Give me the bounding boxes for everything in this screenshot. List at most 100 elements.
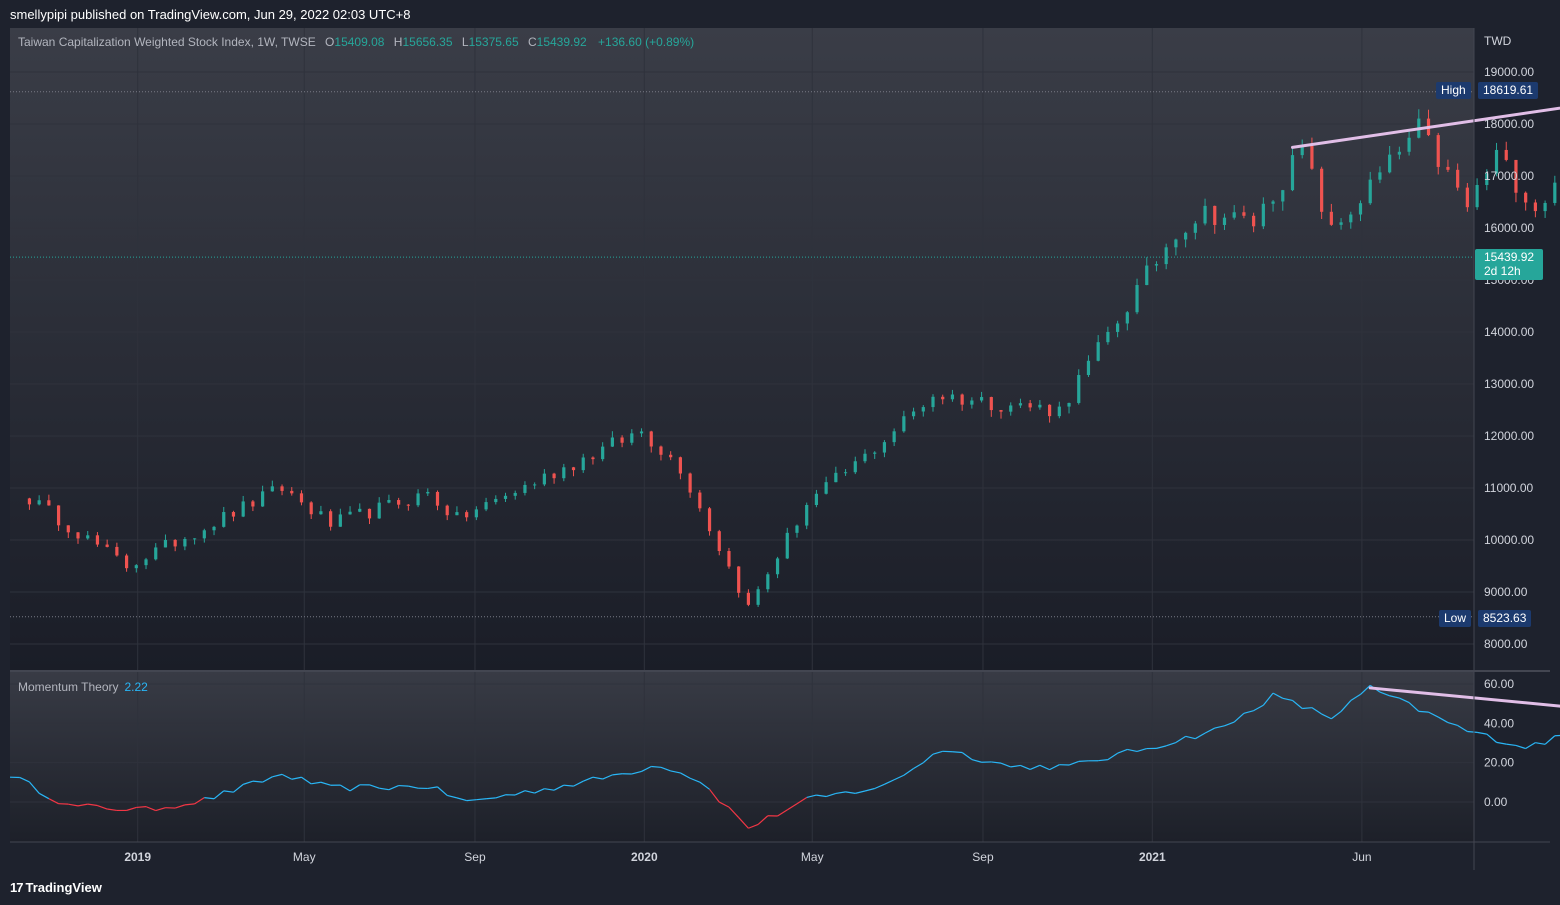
symbol-legend[interactable]: Taiwan Capitalization Weighted Stock Ind…	[18, 35, 694, 49]
momentum-line-segment	[1000, 762, 1011, 768]
momentum-line-segment	[631, 770, 642, 775]
candle	[1009, 402, 1013, 416]
candle	[581, 453, 585, 473]
candle	[1271, 199, 1275, 212]
indicator-legend[interactable]: Momentum Theory 2.22	[18, 680, 148, 694]
candle	[241, 495, 245, 518]
candle	[1096, 335, 1100, 362]
momentum-line-segment	[456, 797, 467, 802]
price-tick-label: 19000.00	[1484, 65, 1534, 79]
candle	[853, 456, 857, 475]
momentum-line-segment	[534, 788, 545, 794]
momentum-line-segment	[194, 797, 205, 805]
momentum-line-segment	[233, 783, 244, 793]
momentum-line-segment	[1302, 707, 1312, 710]
candle	[1116, 320, 1120, 338]
candle	[144, 557, 148, 570]
candle	[843, 468, 848, 476]
indicator-trendline[interactable]	[1368, 686, 1560, 739]
candle	[193, 538, 197, 545]
candle	[1329, 203, 1333, 226]
candle	[1368, 171, 1372, 205]
momentum-line-segment	[1098, 759, 1108, 762]
close-value: 15439.92	[536, 35, 587, 49]
candle	[571, 466, 576, 477]
momentum-line-segment	[223, 790, 234, 793]
candle	[766, 572, 770, 593]
momentum-line-segment	[1486, 733, 1497, 743]
candle	[639, 428, 644, 438]
momentum-line-segment	[1272, 692, 1284, 699]
momentum-line-segment	[136, 806, 147, 809]
candle	[1300, 139, 1304, 159]
candle	[1456, 163, 1460, 191]
candle	[1290, 146, 1295, 192]
high-tag-value: 18619.61	[1478, 82, 1539, 99]
time-tick-label: 2020	[631, 850, 658, 864]
candle	[620, 435, 624, 448]
candle	[76, 532, 80, 544]
momentum-line-segment	[379, 787, 390, 791]
candle	[863, 449, 867, 464]
candle	[1038, 400, 1042, 410]
candle	[1164, 243, 1168, 270]
momentum-line-segment	[893, 774, 905, 781]
momentum-line-segment	[1535, 742, 1546, 745]
candle	[1358, 200, 1363, 222]
momentum-line-segment	[1311, 707, 1322, 715]
time-axis-background	[10, 842, 1474, 870]
momentum-line-segment	[447, 794, 458, 799]
momentum-line-segment	[262, 776, 273, 783]
momentum-line-segment	[126, 806, 137, 812]
momentum-line-segment	[1360, 684, 1371, 695]
high-label: H	[393, 35, 403, 49]
momentum-line-segment	[709, 788, 720, 803]
momentum-line-segment	[602, 774, 613, 780]
candle	[1494, 142, 1499, 177]
indicator-pane-background	[10, 672, 1474, 842]
momentum-line-segment	[1127, 748, 1138, 753]
candle	[999, 409, 1003, 419]
low-label: L	[461, 35, 469, 49]
tradingview-brand[interactable]: 17 TradingView	[10, 880, 102, 895]
indicator-tick-label: 60.00	[1484, 677, 1514, 691]
momentum-line-segment	[349, 784, 361, 792]
momentum-line-segment	[1049, 764, 1060, 771]
momentum-line-segment	[1214, 725, 1225, 729]
momentum-line-segment	[369, 784, 380, 789]
candle	[329, 509, 333, 531]
candle	[1193, 220, 1197, 240]
momentum-line-segment	[1233, 712, 1245, 723]
price-trendline[interactable]	[1290, 75, 1560, 149]
candle	[1154, 261, 1159, 272]
candle	[56, 505, 61, 531]
candle	[86, 530, 90, 540]
momentum-line-segment	[612, 773, 623, 776]
candle	[367, 508, 372, 525]
time-tick-label: Sep	[972, 850, 994, 864]
momentum-line-segment	[213, 790, 225, 800]
momentum-line-segment	[1418, 710, 1429, 713]
candle	[465, 510, 469, 522]
momentum-line-segment	[1428, 711, 1439, 718]
candle	[1436, 132, 1440, 175]
momentum-line-segment	[777, 809, 788, 817]
candle	[1213, 205, 1217, 234]
low-tag-label: Low	[1439, 610, 1472, 627]
price-tick-label: 11000.00	[1484, 481, 1533, 495]
candle	[931, 394, 935, 412]
momentum-line-segment	[1107, 752, 1118, 761]
candle	[299, 490, 304, 506]
momentum-line-segment	[320, 781, 331, 786]
candle	[1553, 175, 1557, 206]
high-value: 15656.35	[402, 35, 453, 49]
candle	[1339, 218, 1343, 230]
momentum-line-segment	[155, 807, 166, 812]
time-tick-label: Sep	[464, 850, 486, 864]
candle	[66, 525, 70, 539]
momentum-line-segment	[651, 765, 662, 768]
price-tick-label: 10000.00	[1484, 533, 1534, 547]
momentum-line-segment	[641, 765, 652, 772]
candle	[911, 407, 916, 420]
